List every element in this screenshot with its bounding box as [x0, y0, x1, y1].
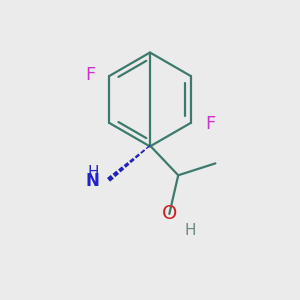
- Text: O: O: [162, 204, 177, 224]
- Text: F: F: [205, 116, 215, 134]
- Text: H: H: [184, 223, 196, 238]
- Text: N: N: [85, 172, 99, 190]
- Text: F: F: [85, 65, 95, 83]
- Text: H: H: [88, 165, 99, 180]
